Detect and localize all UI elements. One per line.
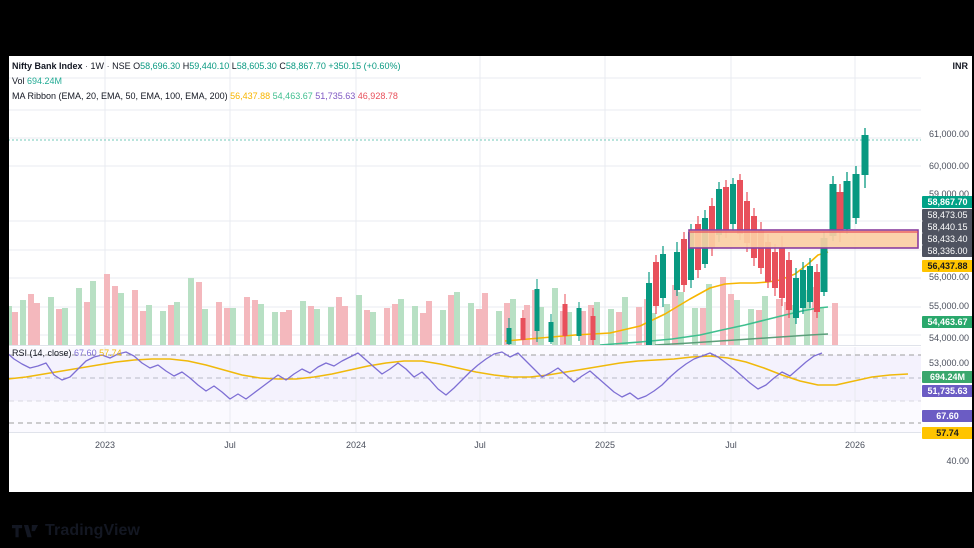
rsi-legend-value: 67.60 bbox=[74, 348, 97, 358]
letterbox-left-edge bbox=[0, 56, 9, 492]
time-label-jul-2025: Jul bbox=[725, 440, 737, 450]
ema100-price-tag[interactable]: 51,735.63 bbox=[922, 385, 973, 397]
legend-open-label: O bbox=[133, 61, 141, 71]
legend-low-value: 58,605.30 bbox=[236, 61, 277, 71]
legend-volume-label: Vol bbox=[12, 76, 25, 86]
price-tick-61000: 61,000.00 bbox=[928, 129, 969, 139]
legend-close-value: 58,867.70 bbox=[285, 61, 326, 71]
price-tag-ema-c[interactable]: 58,433.40 bbox=[922, 233, 973, 245]
legend-symbol[interactable]: Nifty Bank Index bbox=[12, 61, 83, 71]
price-tick-55000: 55,000.00 bbox=[928, 301, 969, 311]
letterbox-bottom bbox=[0, 492, 974, 548]
time-axis[interactable]: 2023 Jul 2024 Jul 2025 Jul 2026 bbox=[0, 432, 921, 468]
rsi-value-tag[interactable]: 67.60 bbox=[922, 410, 973, 422]
time-label-2023: 2023 bbox=[94, 440, 116, 450]
legend-ema50-value: 54,463.67 bbox=[272, 91, 313, 101]
legend-close-label: C bbox=[279, 61, 286, 71]
rsi-vertical-gridlines bbox=[104, 347, 856, 432]
price-tick-56000: 56,000.00 bbox=[928, 272, 969, 282]
resistance-zone[interactable] bbox=[688, 229, 919, 249]
price-axis[interactable]: INR 61,000.00 60,000.00 59,000.00 56,000… bbox=[921, 56, 974, 466]
legend-volume-value: 694.24M bbox=[27, 76, 63, 86]
legend-ma-ribbon-title[interactable]: MA Ribbon (EMA, 20, EMA, 50, EMA, 100, E… bbox=[12, 91, 228, 101]
last-price-tag[interactable]: 58,867.70 bbox=[922, 196, 973, 208]
price-tick-59000: 59,000.00 bbox=[928, 189, 969, 199]
rsi-legend[interactable]: RSI (14, close) 67.60 57.74 bbox=[12, 348, 122, 358]
letterbox-top bbox=[0, 0, 974, 56]
legend-open-value: 58,696.30 bbox=[140, 61, 181, 71]
price-tag-ema-a[interactable]: 58,473.05 bbox=[922, 209, 973, 221]
time-label-jul-2024: Jul bbox=[474, 440, 486, 450]
legend-ma-ribbon-row[interactable]: MA Ribbon (EMA, 20, EMA, 50, EMA, 100, E… bbox=[12, 90, 400, 103]
price-chart-svg bbox=[0, 56, 921, 345]
price-tag-ema-d[interactable]: 58,336.00 bbox=[922, 245, 973, 257]
rsi-legend-title[interactable]: RSI (14, close) bbox=[12, 348, 72, 358]
legend-sep-2: · bbox=[106, 61, 110, 71]
price-tick-54000: 54,000.00 bbox=[928, 333, 969, 343]
legend-low-label: L bbox=[231, 61, 237, 71]
legend-change-value: +350.15 (+0.60%) bbox=[328, 61, 401, 71]
ema20-price-tag[interactable]: 56,437.88 bbox=[922, 260, 973, 272]
legend-volume-row[interactable]: Vol 694.24M bbox=[12, 75, 400, 88]
ema20-line bbox=[504, 251, 829, 342]
legend-ema100-value: 51,735.63 bbox=[315, 91, 356, 101]
pane-separator-price-rsi bbox=[0, 345, 921, 346]
legend-high-label: H bbox=[182, 61, 190, 71]
volume-histogram bbox=[6, 274, 838, 345]
price-tick-60000: 60,000.00 bbox=[928, 161, 969, 171]
ema100-line bbox=[654, 333, 829, 345]
time-label-2026: 2026 bbox=[844, 440, 866, 450]
letterbox-right-edge bbox=[972, 56, 974, 492]
time-label-jul-2023: Jul bbox=[224, 440, 236, 450]
legend-ema200-value: 46,928.78 bbox=[357, 91, 398, 101]
time-label-2025: 2025 bbox=[594, 440, 616, 450]
volume-tag[interactable]: 694.24M bbox=[922, 371, 973, 383]
legend-sep-1: · bbox=[85, 61, 89, 71]
rsi-ma-line bbox=[7, 355, 909, 386]
currency-unit-label: INR bbox=[952, 61, 969, 71]
legend-ema20-value: 56,437.88 bbox=[230, 91, 271, 101]
ema50-line bbox=[599, 306, 829, 345]
tradingview-branding: TradingView bbox=[12, 522, 140, 540]
rsi-line bbox=[5, 351, 823, 400]
tradingview-wordmark: TradingView bbox=[45, 522, 141, 539]
ema50-price-tag[interactable]: 54,463.67 bbox=[922, 316, 973, 328]
rsi-ma-tag[interactable]: 57.74 bbox=[922, 427, 973, 439]
legend-exchange: NSE bbox=[112, 61, 131, 71]
legend-symbol-row[interactable]: Nifty Bank Index · 1W · NSE O58,696.30 H… bbox=[12, 60, 400, 73]
rsi-chart-svg bbox=[0, 347, 921, 432]
rsi-tick-40: 40.00 bbox=[946, 456, 969, 466]
time-label-2024: 2024 bbox=[345, 440, 367, 450]
pane-separator-time-axis bbox=[0, 432, 921, 433]
legend-interval[interactable]: 1W bbox=[90, 61, 105, 71]
rsi-pane[interactable] bbox=[0, 347, 921, 432]
chart-legend[interactable]: Nifty Bank Index · 1W · NSE O58,696.30 H… bbox=[12, 60, 400, 105]
tradingview-logo-icon bbox=[12, 524, 38, 537]
chart-frame: 2023 Jul 2024 Jul 2025 Jul 2026 INR 61,0… bbox=[0, 56, 974, 492]
rsi-legend-ma-value: 57.74 bbox=[99, 348, 122, 358]
price-tick-53000: 53,000.00 bbox=[928, 358, 969, 368]
price-tag-ema-b[interactable]: 58,440.15 bbox=[922, 221, 973, 233]
legend-high-value: 59,440.10 bbox=[189, 61, 230, 71]
price-pane[interactable] bbox=[0, 56, 921, 345]
